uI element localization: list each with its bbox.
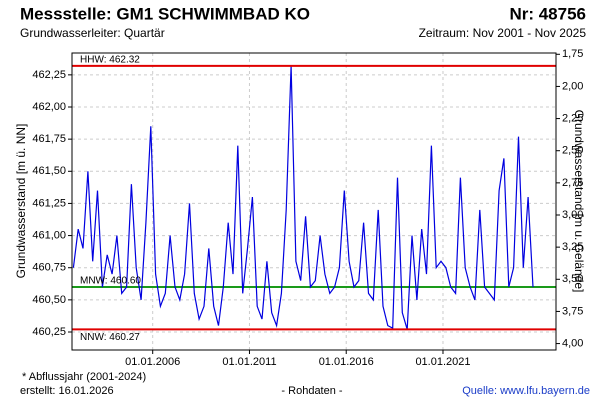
number: Nr: 48756 bbox=[509, 4, 586, 23]
x-tick-label: 01.01.2016 bbox=[319, 356, 374, 368]
period: Zeitraum: Nov 2001 - Nov 2025 bbox=[419, 26, 587, 40]
aquifer: Grundwasserleiter: Quartär bbox=[20, 26, 165, 40]
source-link[interactable]: Quelle: www.lfu.bayern.de bbox=[462, 385, 590, 397]
plot-frame bbox=[71, 52, 557, 351]
y-tick-label: 462,25 bbox=[32, 69, 66, 81]
y2-tick-label: 2,75 bbox=[562, 177, 583, 189]
y-tick-label: 460,25 bbox=[32, 326, 66, 338]
y2-tick-label: 2,50 bbox=[562, 145, 583, 157]
y2-tick-label: 3,00 bbox=[562, 209, 583, 221]
reference-label: MNW: 460.60 bbox=[80, 276, 141, 287]
y-tick-label: 461,75 bbox=[32, 133, 66, 145]
y2-tick-label: 4,00 bbox=[562, 337, 583, 349]
y2-tick-label: 3,50 bbox=[562, 273, 583, 285]
y2-tick-label: 2,00 bbox=[562, 80, 583, 92]
reference-label: HHW: 462.32 bbox=[80, 54, 140, 65]
y-axis-label: Grundwasserstand [m ü. NN] bbox=[14, 124, 28, 279]
raw-data: - Rohdaten - bbox=[281, 385, 342, 397]
y-tick-label: 460,50 bbox=[32, 294, 66, 306]
y-tick-label: 460,75 bbox=[32, 262, 66, 274]
y2-tick-label: 2,25 bbox=[562, 112, 583, 124]
x-tick-label: 01.01.2006 bbox=[125, 356, 180, 368]
y2-tick-label: 3,25 bbox=[562, 241, 583, 253]
y-tick-label: 461,50 bbox=[32, 165, 66, 177]
y2-tick-label: 1,75 bbox=[562, 48, 583, 60]
x-tick-label: 01.01.2021 bbox=[415, 356, 470, 368]
data-line bbox=[72, 65, 534, 330]
title: Messstelle: GM1 SCHWIMMBAD KO bbox=[20, 4, 310, 23]
y2-axis-label: Grundwasserstand [m u. Gelände] bbox=[572, 110, 586, 293]
x-tick-label: 01.01.2011 bbox=[222, 356, 276, 368]
footnote: * Abflussjahr (2001-2024) bbox=[22, 371, 146, 383]
created: erstellt: 16.01.2026 bbox=[20, 385, 114, 397]
y-tick-label: 461,00 bbox=[32, 229, 66, 241]
y-tick-label: 461,25 bbox=[32, 197, 66, 209]
y2-tick-label: 3,75 bbox=[562, 305, 583, 317]
reference-label: NNW: 460.27 bbox=[80, 332, 140, 343]
y-tick-label: 462,00 bbox=[32, 101, 66, 113]
